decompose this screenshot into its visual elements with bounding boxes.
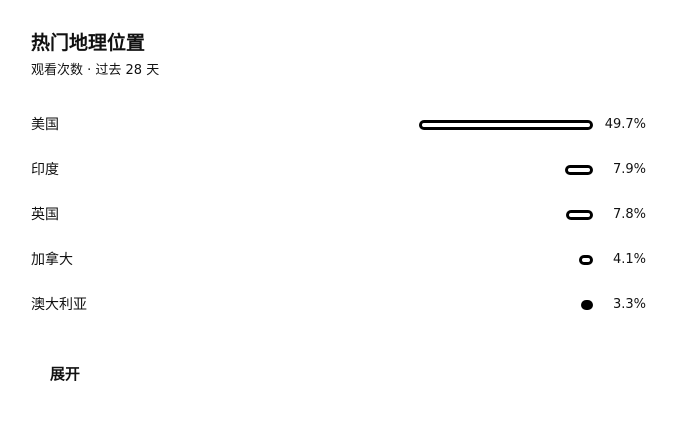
location-name: 美国 xyxy=(31,117,59,133)
location-bar xyxy=(565,165,593,175)
location-percentage: 4.1% xyxy=(612,252,646,267)
location-name: 英国 xyxy=(31,207,59,223)
location-bar xyxy=(581,300,593,310)
location-name: 印度 xyxy=(31,162,59,178)
location-percentage: 7.9% xyxy=(612,162,646,177)
location-percentage: 3.3% xyxy=(612,297,646,312)
bar-track xyxy=(419,120,593,130)
location-row-canada: 加拿大 4.1% xyxy=(0,238,691,282)
card-title: 热门地理位置 xyxy=(31,32,146,54)
location-row-india: 印度 7.9% xyxy=(0,148,691,192)
bar-track xyxy=(419,210,593,220)
location-bar xyxy=(566,210,593,220)
bar-track xyxy=(419,255,593,265)
location-row-us: 美国 49.7% xyxy=(0,103,691,147)
location-row-uk: 英国 7.8% xyxy=(0,193,691,237)
location-row-australia: 澳大利亚 3.3% xyxy=(0,283,691,327)
location-name: 加拿大 xyxy=(31,252,73,268)
location-percentage: 7.8% xyxy=(612,207,646,222)
location-bar xyxy=(579,255,593,265)
location-name: 澳大利亚 xyxy=(31,297,87,313)
bar-track xyxy=(419,165,593,175)
card-subtitle: 观看次数 · 过去 28 天 xyxy=(31,63,160,78)
bar-track xyxy=(419,300,593,310)
expand-button[interactable]: 展开 xyxy=(38,358,92,390)
location-bar xyxy=(419,120,593,130)
location-percentage: 49.7% xyxy=(604,117,646,132)
